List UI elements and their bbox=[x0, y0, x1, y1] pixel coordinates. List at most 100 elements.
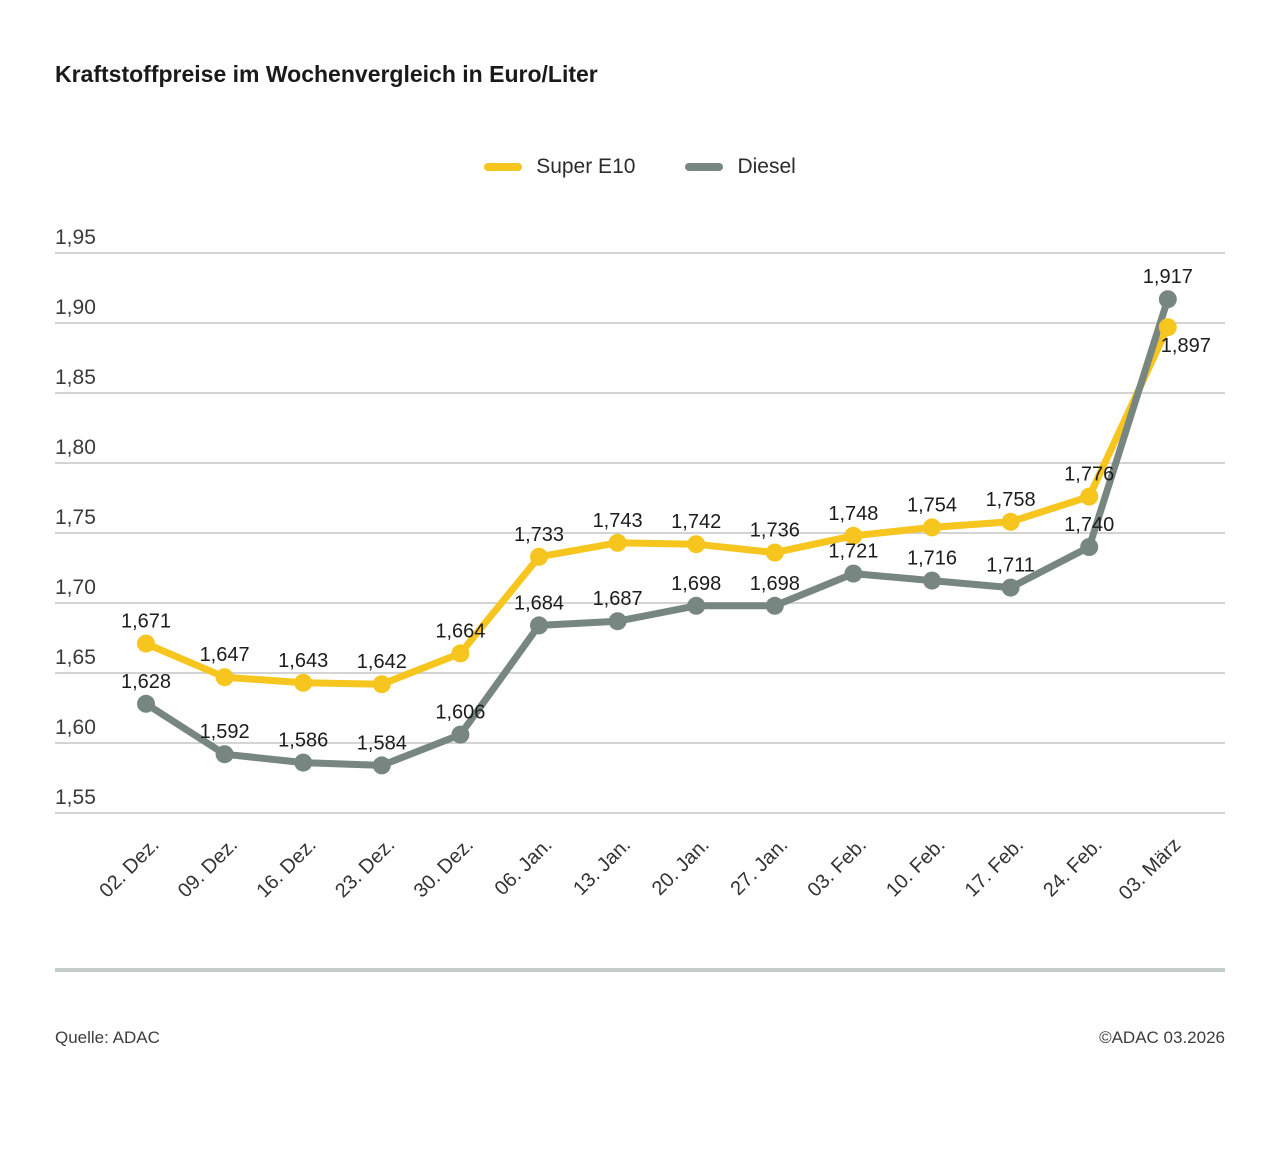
series-lines bbox=[142, 295, 1172, 769]
data-point bbox=[687, 535, 706, 554]
data-point bbox=[923, 518, 941, 537]
data-point-label: 1,643 bbox=[278, 650, 328, 672]
data-point bbox=[765, 596, 784, 615]
data-point bbox=[844, 564, 863, 583]
x-tick-label: 06. Jan. bbox=[491, 834, 557, 900]
y-axis-labels: 1,55 1,60 1,65 1,70 1,75 1,80 1,85 1,90 1,95 bbox=[55, 226, 96, 809]
x-tick-label: 10. Feb. bbox=[882, 834, 949, 901]
data-point-label: 1,592 bbox=[200, 721, 250, 743]
data-point-label: 1,736 bbox=[750, 520, 800, 542]
data-point bbox=[1001, 578, 1020, 597]
data-point bbox=[608, 612, 627, 631]
legend-item-diesel: Diesel bbox=[685, 155, 796, 179]
y-tick-label: 1,65 bbox=[55, 646, 96, 669]
data-point bbox=[530, 547, 548, 566]
data-point bbox=[451, 644, 470, 663]
data-point-label: 1,721 bbox=[828, 541, 878, 563]
data-point bbox=[294, 753, 313, 772]
data-point-label: 1,671 bbox=[121, 611, 171, 633]
data-point-label: 1,584 bbox=[357, 732, 407, 754]
x-tick-label: 27. Jan. bbox=[726, 834, 792, 900]
data-point-label: 1,711 bbox=[986, 555, 1035, 577]
x-tick-label: 03. Feb. bbox=[803, 834, 870, 901]
data-point bbox=[1080, 487, 1099, 506]
y-tick-label: 1,85 bbox=[55, 366, 96, 389]
data-point bbox=[294, 673, 313, 692]
data-point-label: 1,917 bbox=[1143, 266, 1193, 288]
data-point bbox=[1158, 318, 1177, 337]
data-point bbox=[923, 571, 941, 590]
x-axis-labels: 02. Dez. 09. Dez. 16. Dez. 23. Dez. 30. Dez.… bbox=[95, 834, 1185, 905]
data-point-label: 1,742 bbox=[671, 511, 721, 533]
data-point-label: 1,754 bbox=[907, 494, 957, 516]
data-point bbox=[137, 634, 155, 653]
data-point bbox=[1001, 512, 1020, 531]
chart-title: Kraftstoffpreise im Wochenvergleich in E… bbox=[55, 61, 598, 87]
data-point bbox=[1080, 538, 1099, 556]
data-point-label: 1,776 bbox=[1064, 464, 1114, 486]
data-point-label: 1,698 bbox=[750, 573, 800, 595]
data-point-label: 1,628 bbox=[121, 671, 171, 693]
data-point bbox=[372, 756, 391, 775]
x-tick-label: 13. Jan. bbox=[569, 834, 635, 900]
data-point bbox=[137, 694, 155, 713]
data-point-label: 1,586 bbox=[278, 730, 328, 752]
grid-lines bbox=[55, 252, 1225, 814]
y-tick-label: 1,55 bbox=[55, 786, 96, 809]
data-point-label: 1,687 bbox=[593, 588, 643, 610]
data-point-label: 1,758 bbox=[986, 489, 1036, 511]
footer-divider bbox=[55, 968, 1225, 972]
data-point-label: 1,642 bbox=[357, 651, 407, 673]
x-tick-label: 30. Dez. bbox=[410, 834, 478, 902]
legend-swatch-diesel bbox=[685, 163, 724, 171]
x-tick-label: 03. März bbox=[1115, 834, 1186, 905]
y-tick-label: 1,95 bbox=[55, 226, 96, 249]
data-point-label: 1,748 bbox=[828, 503, 878, 525]
y-tick-label: 1,75 bbox=[55, 506, 96, 529]
data-point-label: 1,733 bbox=[514, 524, 564, 546]
series-line-super-e10 bbox=[142, 323, 1172, 688]
legend-swatch-super-e10 bbox=[484, 163, 523, 171]
data-points bbox=[137, 290, 1177, 775]
x-tick-label: 17. Feb. bbox=[961, 834, 1028, 901]
data-point bbox=[215, 745, 234, 764]
data-point bbox=[215, 668, 234, 687]
data-point bbox=[608, 533, 627, 552]
data-point-label: 1,716 bbox=[907, 548, 957, 570]
y-tick-label: 1,90 bbox=[55, 296, 96, 319]
legend-label-diesel: Diesel bbox=[737, 155, 796, 178]
x-tick-label: 23. Dez. bbox=[331, 834, 399, 902]
data-point bbox=[530, 616, 548, 635]
copyright-label: ©ADAC 03.2026 bbox=[1099, 1028, 1225, 1047]
data-point-label: 1,698 bbox=[671, 573, 721, 595]
data-point-label: 1,684 bbox=[514, 592, 564, 614]
data-point bbox=[687, 596, 706, 615]
y-tick-label: 1,70 bbox=[55, 576, 96, 599]
x-tick-label: 09. Dez. bbox=[174, 834, 242, 902]
data-point bbox=[844, 526, 863, 545]
x-tick-label: 02. Dez. bbox=[95, 834, 163, 902]
data-point bbox=[451, 725, 470, 744]
legend-label-super-e10: Super E10 bbox=[536, 155, 636, 178]
x-tick-label: 20. Jan. bbox=[648, 834, 714, 900]
legend-item-super-e10: Super E10 bbox=[484, 155, 635, 179]
data-point-label: 1,897 bbox=[1161, 335, 1211, 357]
y-tick-label: 1,60 bbox=[55, 716, 96, 739]
data-point-label: 1,740 bbox=[1064, 514, 1114, 536]
data-point-label: 1,664 bbox=[435, 620, 485, 642]
legend: Super E10 Diesel bbox=[0, 155, 1280, 179]
data-point bbox=[765, 543, 784, 562]
data-point-label: 1,743 bbox=[593, 510, 643, 532]
data-point bbox=[372, 675, 391, 694]
x-tick-label: 16. Dez. bbox=[253, 834, 321, 902]
y-tick-label: 1,80 bbox=[55, 436, 96, 459]
series-line-diesel bbox=[142, 295, 1172, 769]
source-label: Quelle: ADAC bbox=[55, 1028, 160, 1047]
data-point-label: 1,647 bbox=[200, 644, 250, 666]
data-labels: 1,671 1,647 1,643 1,642 1,664 1,733 1,743 1,742… bbox=[121, 266, 1211, 754]
data-point-label: 1,606 bbox=[435, 702, 485, 724]
data-point bbox=[1158, 290, 1177, 309]
x-tick-label: 24. Feb. bbox=[1039, 834, 1106, 901]
